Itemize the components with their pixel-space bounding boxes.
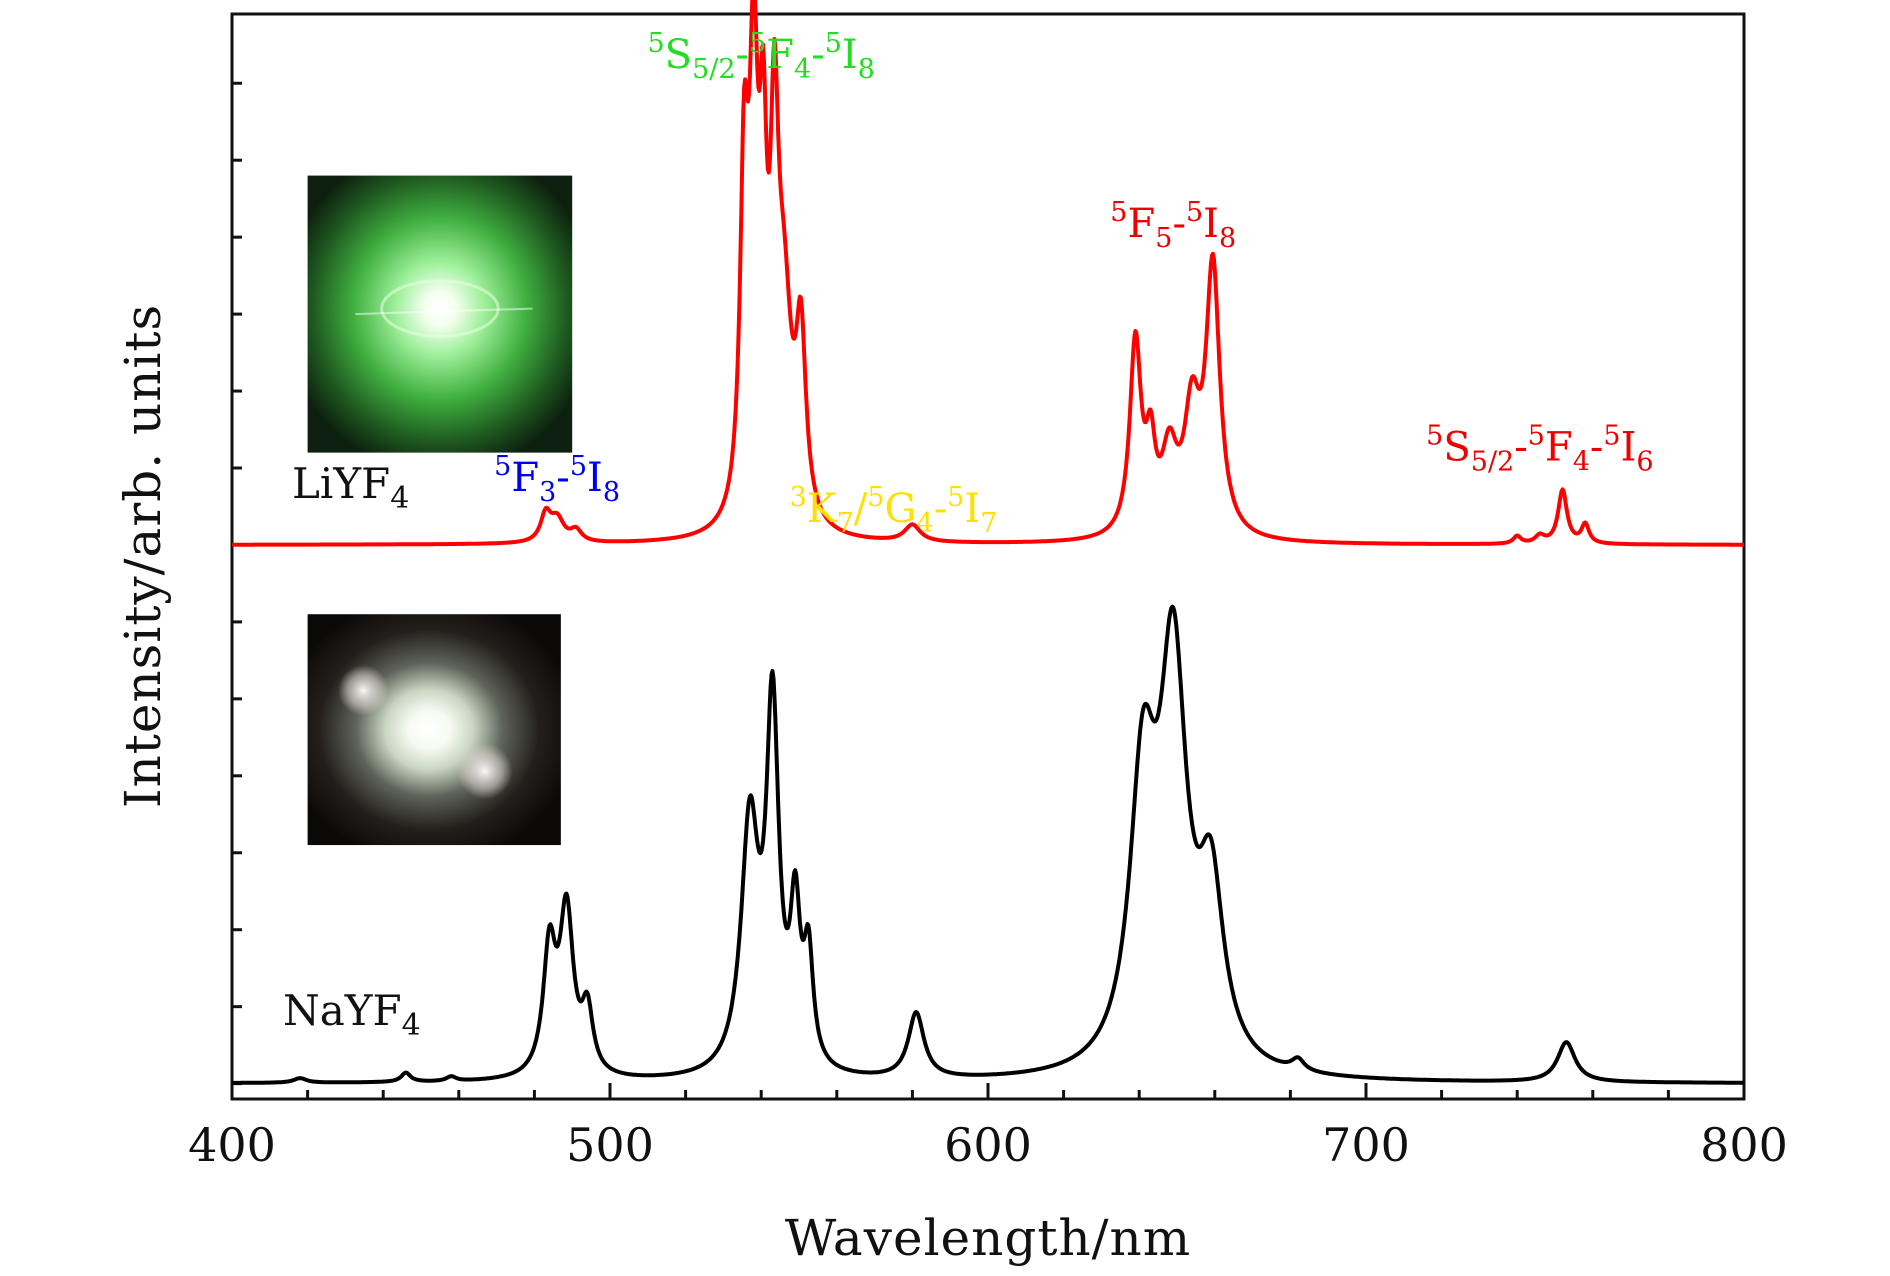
x-tick-label: 800: [1700, 1118, 1788, 1172]
x-axis-ticks: 400 500 600 700 800: [188, 1083, 1788, 1172]
x-axis-title: Wavelength/nm: [785, 1209, 1191, 1267]
inset-glow: [307, 175, 573, 453]
inset-spot: [457, 743, 513, 800]
inset-flare-line: [355, 307, 533, 316]
transition-label: 5S5/2-5F4-5I6: [1426, 420, 1653, 477]
inset-photos: [307, 175, 573, 846]
transition-label: 5F5-5I8: [1110, 197, 1236, 254]
inset-glow: [307, 614, 561, 846]
x-tick-label: 600: [944, 1118, 1032, 1172]
x-tick-label: 700: [1322, 1118, 1410, 1172]
transition-label: 3K7/5G4-5I7: [790, 482, 998, 539]
liyf4-emission-photo: [307, 175, 573, 453]
transition-label: 5S5/2-5F4-5I8: [647, 28, 874, 85]
inset-spot: [337, 665, 389, 716]
liyf4-label: LiYF4: [292, 459, 409, 516]
y-axis-title: Intensity/arb. units: [114, 304, 172, 808]
x-tick-label: 500: [566, 1118, 654, 1172]
liyf4-spectrum-line: [230, 0, 1746, 547]
transition-label: 5F3-5I8: [494, 451, 620, 508]
nayf4-emission-photo: [307, 614, 561, 846]
nayf4-label: NaYF4: [283, 986, 421, 1043]
series-layer: [230, 0, 1746, 1085]
series-labels: LiYF4 NaYF4: [283, 459, 421, 1043]
transition-annotations: 5F3-5I8 5S5/2-5F4-5I8 3K7/5G4-5I7 5F5-5I8 5S…: [494, 28, 1653, 539]
x-tick-label: 400: [188, 1118, 276, 1172]
nayf4-spectrum-line: [230, 604, 1746, 1085]
inset-flare-ring: [380, 279, 500, 338]
